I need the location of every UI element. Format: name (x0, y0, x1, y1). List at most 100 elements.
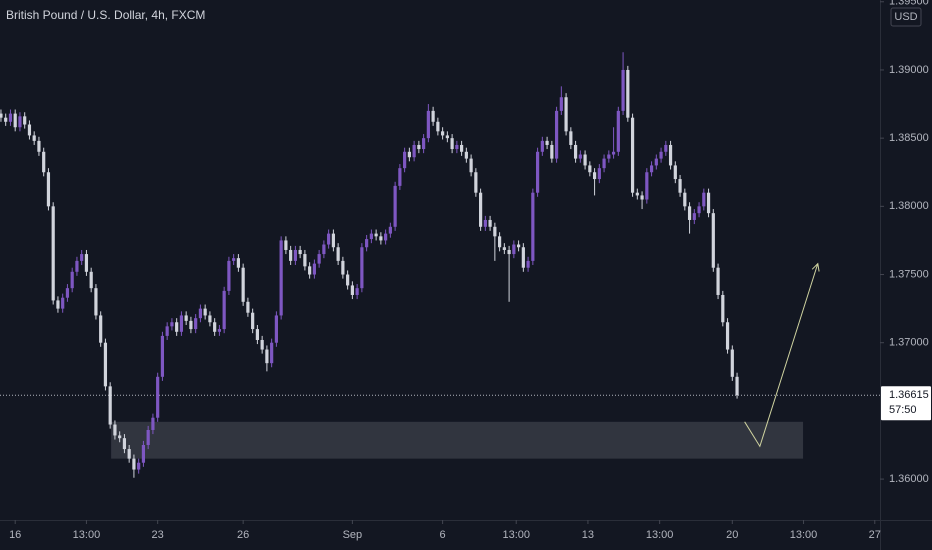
candle-body (526, 260, 530, 268)
candle-body (616, 110, 620, 152)
x-tick-label: 16 (9, 529, 21, 541)
candle-body (298, 249, 302, 255)
candle-body (403, 151, 407, 169)
candle-body (170, 322, 174, 327)
candle-body (645, 172, 649, 200)
candle-body (308, 266, 312, 275)
candle-body (265, 349, 269, 364)
candle-body (398, 168, 402, 186)
candle-body (274, 315, 278, 343)
candle-body (255, 329, 259, 340)
x-tick-label: 13 (582, 529, 594, 541)
candle-body (56, 300, 60, 309)
x-tick-label: 13:00 (73, 529, 101, 541)
candle-body (99, 315, 103, 343)
candle-body (564, 97, 568, 132)
candle-body (417, 144, 421, 150)
candle-body (303, 254, 307, 267)
candle-body (502, 247, 506, 250)
x-tick-label: 23 (152, 529, 164, 541)
candle-body (42, 151, 46, 173)
last-price-box (881, 386, 931, 421)
candle-body (151, 417, 155, 430)
candle-body (545, 140, 549, 145)
candle-body (441, 131, 445, 136)
candle-body (232, 258, 236, 261)
y-tick-label: 1.36000 (889, 473, 929, 485)
candle-body (331, 233, 335, 248)
candle-body (336, 247, 340, 261)
candle-body (293, 249, 297, 261)
candle-body (668, 144, 673, 166)
candle-body (103, 342, 108, 387)
candle-body (735, 376, 739, 396)
candle-body (289, 249, 293, 261)
candle-body (70, 271, 74, 289)
y-tick-label: 1.39500 (889, 0, 929, 8)
chart-title: British Pound / U.S. Dollar, 4h, FXCM (6, 8, 205, 22)
candle-body (426, 110, 430, 139)
x-tick-label: 27 (869, 529, 881, 541)
candle-body (198, 308, 203, 319)
candle-body (322, 244, 326, 255)
candle-body (450, 138, 454, 150)
candle-body (469, 158, 473, 173)
candle-body (412, 144, 416, 158)
candle-body (184, 315, 188, 321)
candle-body (127, 449, 131, 459)
candle-body (711, 213, 715, 268)
candle-body (683, 192, 687, 207)
y-tick-label: 1.37500 (889, 268, 929, 280)
currency-box (890, 7, 922, 27)
candle-body (640, 195, 644, 200)
candle-body (464, 151, 468, 159)
candle-body (4, 117, 8, 122)
candle-body (611, 151, 616, 155)
candle-body (507, 249, 511, 255)
candle-body (583, 154, 587, 166)
candle-body (607, 154, 611, 159)
candle-body (554, 110, 559, 159)
countdown-label: 57:50 (889, 404, 917, 416)
candle-body (588, 165, 592, 173)
candle-body (113, 424, 117, 436)
candle-body (27, 124, 32, 136)
candle-body (431, 110, 435, 122)
candle-body (203, 308, 207, 316)
candle-body (365, 239, 369, 248)
candle-body (384, 233, 388, 241)
candle-body (355, 288, 359, 295)
y-tick-label: 1.39000 (889, 64, 929, 76)
candle-body (236, 258, 241, 268)
y-tick-label: 1.38000 (889, 200, 929, 212)
candle-body (716, 267, 720, 295)
candle-body (697, 206, 701, 214)
candle-body (493, 226, 497, 237)
projection-arrow (744, 263, 819, 448)
x-tick-label: Sep (343, 529, 363, 541)
candle-body (521, 247, 525, 268)
candle-body (37, 140, 41, 152)
candle-body (730, 349, 734, 377)
candle-body (550, 144, 554, 159)
candle-body (573, 144, 578, 159)
candle-body (436, 121, 440, 132)
candle-body (673, 165, 677, 180)
support-zone (111, 421, 804, 459)
candle-body (80, 254, 84, 261)
candle-body (531, 192, 535, 261)
last-price-label: 1.36615 (889, 389, 929, 401)
candle-body (687, 206, 692, 220)
x-tick-label: 13:00 (502, 529, 530, 541)
candle-body (65, 288, 70, 298)
currency-label: USD (894, 11, 917, 23)
candle-body (360, 247, 364, 289)
candle-body (516, 244, 521, 248)
candle-body (227, 260, 231, 291)
candle-body (388, 226, 392, 234)
candle-body (46, 172, 51, 207)
candle-body (61, 297, 65, 309)
candle-body (51, 206, 55, 301)
candle-body (483, 219, 487, 227)
